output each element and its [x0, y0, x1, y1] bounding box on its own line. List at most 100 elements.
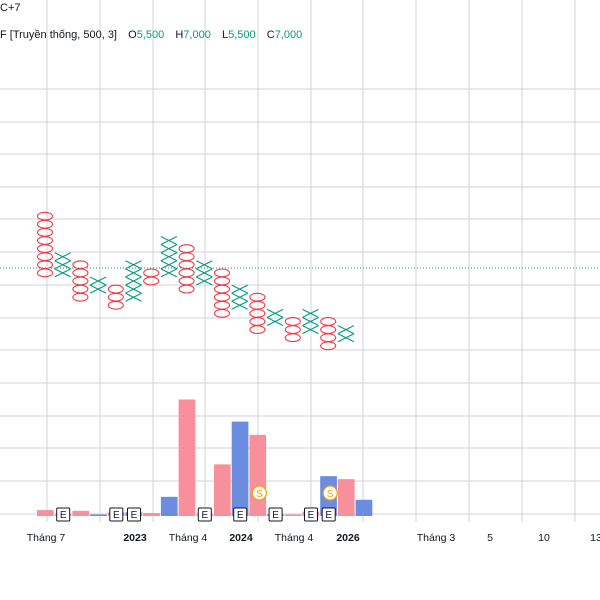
pnf-o-mark	[36, 268, 54, 278]
pnf-o-mark	[178, 284, 195, 294]
pnf-o-mark	[284, 325, 301, 335]
earnings-badge-label: E	[272, 510, 279, 521]
pnf-o-mark	[320, 325, 337, 335]
pnf-o-mark	[178, 276, 195, 286]
volume-bar	[90, 514, 107, 516]
ohlc-high-label: H	[175, 29, 184, 41]
earnings-badge-label: E	[308, 510, 315, 521]
x-tick-label: 2024	[229, 532, 253, 544]
pnf-o-mark	[143, 268, 160, 278]
pnf-columns	[36, 211, 355, 351]
pnf-x-mark	[266, 317, 284, 326]
pnf-o-mark	[213, 268, 231, 278]
x-tick-label: Tháng 7	[27, 532, 66, 544]
dividend-badge-label: S	[327, 489, 334, 500]
volume-bar	[284, 514, 302, 516]
dividend-badge	[322, 485, 338, 501]
pnf-o-mark	[72, 284, 89, 294]
pnf-x-mark	[160, 244, 178, 254]
pnf-o-mark	[320, 333, 337, 343]
earnings-badge	[268, 507, 283, 522]
earnings-badge	[109, 507, 124, 522]
volume-bar	[337, 479, 355, 516]
x-tick-label: 5	[487, 532, 493, 544]
ohlc-open-value: 5,500	[136, 29, 165, 41]
pnf-o-mark	[213, 284, 231, 294]
pnf-x-mark	[196, 276, 213, 286]
pnf-x-mark	[337, 325, 355, 335]
dividend-badge-label: S	[256, 489, 263, 500]
pnf-o-mark	[178, 252, 195, 262]
volume-bar	[143, 513, 160, 516]
pnf-o-mark	[178, 244, 195, 254]
x-axis: Tháng 7 2023 Tháng 4 2024 Tháng 4 2026 Tháng 3…	[27, 532, 600, 544]
pnf-x-mark	[125, 268, 142, 278]
earnings-badge	[233, 507, 248, 522]
pnf-x-mark	[125, 276, 142, 286]
volume-bar	[178, 399, 196, 516]
earnings-badge	[304, 507, 318, 522]
volume-bar	[37, 510, 54, 516]
pnf-x-mark	[89, 276, 107, 286]
pnf-x-mark	[160, 268, 178, 278]
pnf-o-mark	[284, 333, 301, 343]
pnf-x-mark	[196, 268, 213, 278]
volume-bar	[355, 499, 373, 516]
pnf-x-mark	[160, 260, 178, 270]
pnf-x-mark	[231, 284, 248, 294]
pnf-o-mark	[36, 244, 54, 254]
pnf-o-mark	[36, 219, 54, 229]
pnf-o-mark	[249, 325, 266, 335]
dividend-badge	[251, 485, 267, 501]
ohlc-legend[interactable]: F [Truyền thống, 500, 3] O5,500 H7,000 L…	[0, 29, 302, 41]
ohlc-close-value: 7,000	[274, 29, 303, 41]
symbol-legend[interactable]: C+7	[0, 2, 21, 14]
pnf-o-mark	[72, 276, 89, 286]
pnf-o-mark	[284, 317, 301, 326]
pnf-x-mark	[125, 292, 142, 302]
pnf-o-mark	[72, 260, 89, 270]
pnf-o-mark	[249, 317, 266, 326]
pnf-x-mark	[54, 268, 71, 278]
earnings-badge	[56, 507, 71, 522]
volume-bar	[214, 464, 231, 516]
pnf-o-mark	[249, 308, 266, 318]
pnf-o-mark	[213, 308, 231, 318]
pnf-o-mark	[36, 236, 54, 245]
x-tick-label: Tháng 4	[169, 532, 208, 544]
pnf-x-mark	[54, 260, 71, 270]
earnings-badge-label: E	[113, 510, 120, 521]
earnings-badge-label: E	[201, 510, 208, 521]
pnf-o-mark	[249, 292, 266, 302]
pnf-x-mark	[266, 308, 284, 318]
pnf-o-mark	[107, 300, 124, 310]
pnf-o-mark	[107, 284, 124, 294]
pnf-x-mark	[231, 292, 248, 302]
pnf-o-mark	[36, 227, 54, 237]
pnf-o-mark	[213, 300, 231, 310]
earnings-badge-label: E	[325, 510, 332, 521]
pnf-o-mark	[143, 276, 160, 286]
earnings-badge	[197, 507, 212, 522]
pnf-o-mark	[36, 252, 54, 262]
pnf-x-mark	[160, 252, 178, 262]
indicator-settings: F [Truyền thống, 500, 3]	[0, 29, 117, 41]
x-tick-label: 2023	[123, 532, 147, 544]
pnf-o-mark	[72, 268, 89, 278]
x-tick-label: Tháng 3	[417, 532, 456, 544]
volume-bar	[72, 510, 90, 516]
earnings-badge	[321, 507, 336, 522]
pnf-o-mark	[320, 317, 337, 326]
pnf-x-mark	[160, 236, 178, 245]
earnings-badge-label: E	[60, 510, 67, 521]
volume-bar	[249, 434, 267, 516]
pnf-o-mark	[249, 300, 266, 310]
pnf-o-mark	[36, 211, 54, 221]
event-badges: E E E E ESE ESE	[56, 485, 338, 522]
pnf-o-mark	[72, 292, 89, 302]
ohlc-low-label: L	[221, 29, 229, 41]
x-tick-label: 13	[590, 532, 600, 544]
x-tick-label: 10	[538, 532, 550, 544]
pnf-o-mark	[213, 276, 231, 286]
